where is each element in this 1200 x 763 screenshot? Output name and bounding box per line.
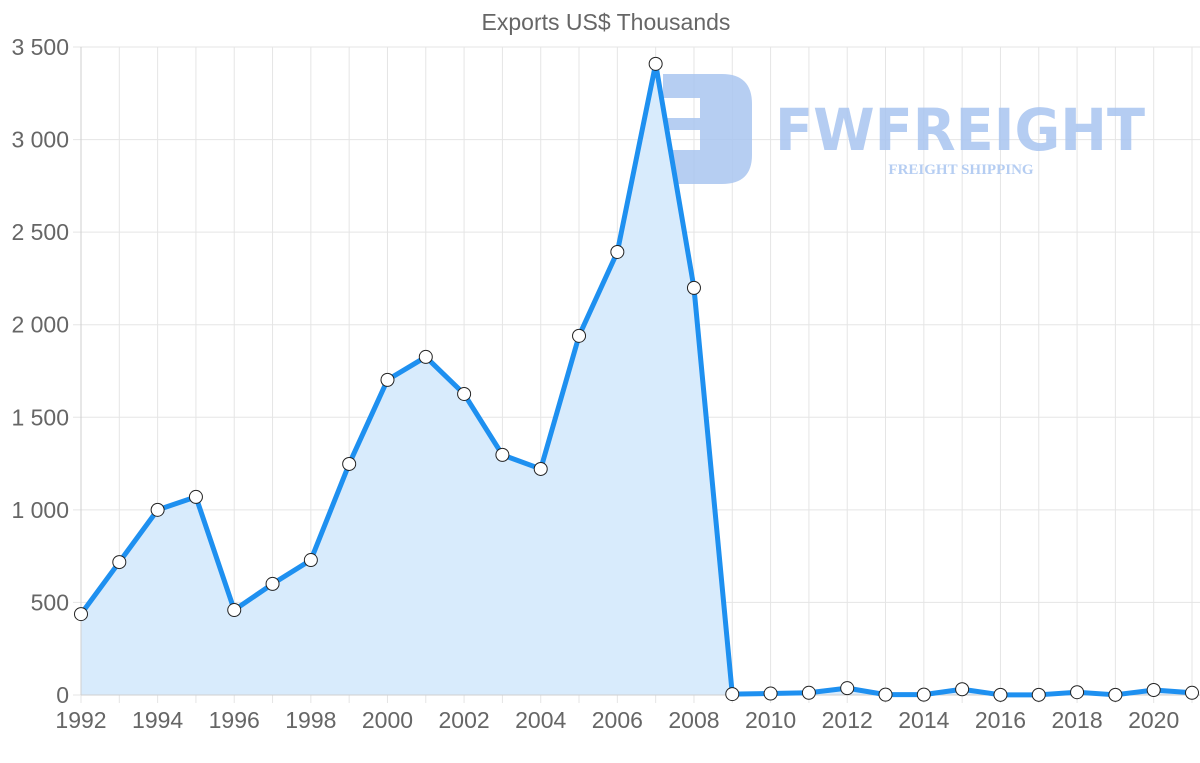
area-fill-path <box>81 63 1192 695</box>
x-tick-label: 2006 <box>592 707 643 733</box>
y-tick-label: 3 500 <box>11 34 69 60</box>
data-point[interactable]: 1998: 729 <box>303 553 318 568</box>
watermark-brand: FWFREIGHT <box>775 96 1145 164</box>
x-axis-ticks: 1992 1994 1996 1998 2000 2002 2004 2006 2008 2010… <box>55 707 1179 733</box>
chart-title: Exports US$ Thousands <box>482 9 731 35</box>
x-tick-label: 2014 <box>898 707 949 733</box>
y-tick-label: 2 500 <box>11 219 69 245</box>
x-tick-label: 1994 <box>132 707 183 733</box>
data-point[interactable]: 2006: 2393 <box>610 244 625 259</box>
data-point[interactable]: 2014: 2 <box>916 687 931 702</box>
data-point[interactable]: 2016: 1 <box>993 687 1008 702</box>
data-point[interactable]: 2001: 1826 <box>418 349 433 364</box>
watermark-logo: FWFREIGHT FREIGHT SHIPPING <box>663 74 1145 184</box>
data-point[interactable]: 2017: 1 <box>1031 687 1046 702</box>
data-point[interactable]: 1997: 600 <box>265 576 280 591</box>
data-point[interactable]: 1999: 1248 <box>342 456 357 471</box>
x-tick-label: 1992 <box>55 707 106 733</box>
data-point[interactable]: 2003: 1297 <box>495 447 510 462</box>
data-point[interactable]: 1993: 718 <box>112 555 127 570</box>
y-tick-label: 3 000 <box>11 127 69 153</box>
x-tick-label: 2016 <box>975 707 1026 733</box>
data-point[interactable]: 2019: 1 <box>1108 687 1123 702</box>
data-point[interactable]: 2020: 27 <box>1146 683 1161 698</box>
y-tick-label: 1 500 <box>11 404 69 430</box>
data-point[interactable]: 2013: 2 <box>878 687 893 702</box>
watermark-tagline: FREIGHT SHIPPING <box>888 162 1033 178</box>
x-tick-label: 1998 <box>285 707 336 733</box>
data-point[interactable]: 2005: 1940 <box>572 328 587 343</box>
x-tick-label: 2004 <box>515 707 566 733</box>
data-point[interactable]: 2012: 37 <box>840 681 855 696</box>
area-fill <box>81 63 1192 695</box>
data-point[interactable]: 1992: 437 <box>74 607 88 622</box>
data-point[interactable]: 1995: 1070 <box>188 489 203 504</box>
data-point[interactable]: 1996: 459 <box>227 603 242 618</box>
data-point[interactable]: 2021: 12 <box>1185 685 1199 700</box>
y-tick-label: 500 <box>31 589 69 615</box>
y-tick-label: 0 <box>56 682 69 708</box>
data-point[interactable]: 2002: 1626 <box>457 386 472 401</box>
data-point[interactable]: 2010: 8 <box>763 686 778 701</box>
y-axis-ticks: 0 500 1 000 1 500 2 000 2 500 3 000 3 500 <box>11 34 69 708</box>
x-tick-label: 2010 <box>745 707 796 733</box>
data-point[interactable]: 2004: 1221 <box>533 461 548 476</box>
data-point[interactable]: 2000: 1702 <box>380 372 395 387</box>
data-point[interactable]: 2018: 15 <box>1070 685 1085 700</box>
x-tick-label: 2018 <box>1051 707 1102 733</box>
data-point[interactable]: 2015: 31 <box>955 682 970 697</box>
y-tick-label: 2 000 <box>11 312 69 338</box>
x-tick-label: 2012 <box>822 707 873 733</box>
brand-logo-icon <box>663 74 752 184</box>
data-point[interactable]: 2007: 3409 <box>648 56 663 71</box>
y-tick-label: 1 000 <box>11 497 69 523</box>
data-point[interactable]: 2009: 5 <box>725 687 740 702</box>
x-tick-label: 2008 <box>668 707 719 733</box>
x-tick-label: 1996 <box>209 707 260 733</box>
x-tick-label: 2000 <box>362 707 413 733</box>
x-tick-label: 2002 <box>439 707 490 733</box>
data-point[interactable]: 2011: 12 <box>801 685 816 700</box>
x-tick-label: 2020 <box>1128 707 1179 733</box>
